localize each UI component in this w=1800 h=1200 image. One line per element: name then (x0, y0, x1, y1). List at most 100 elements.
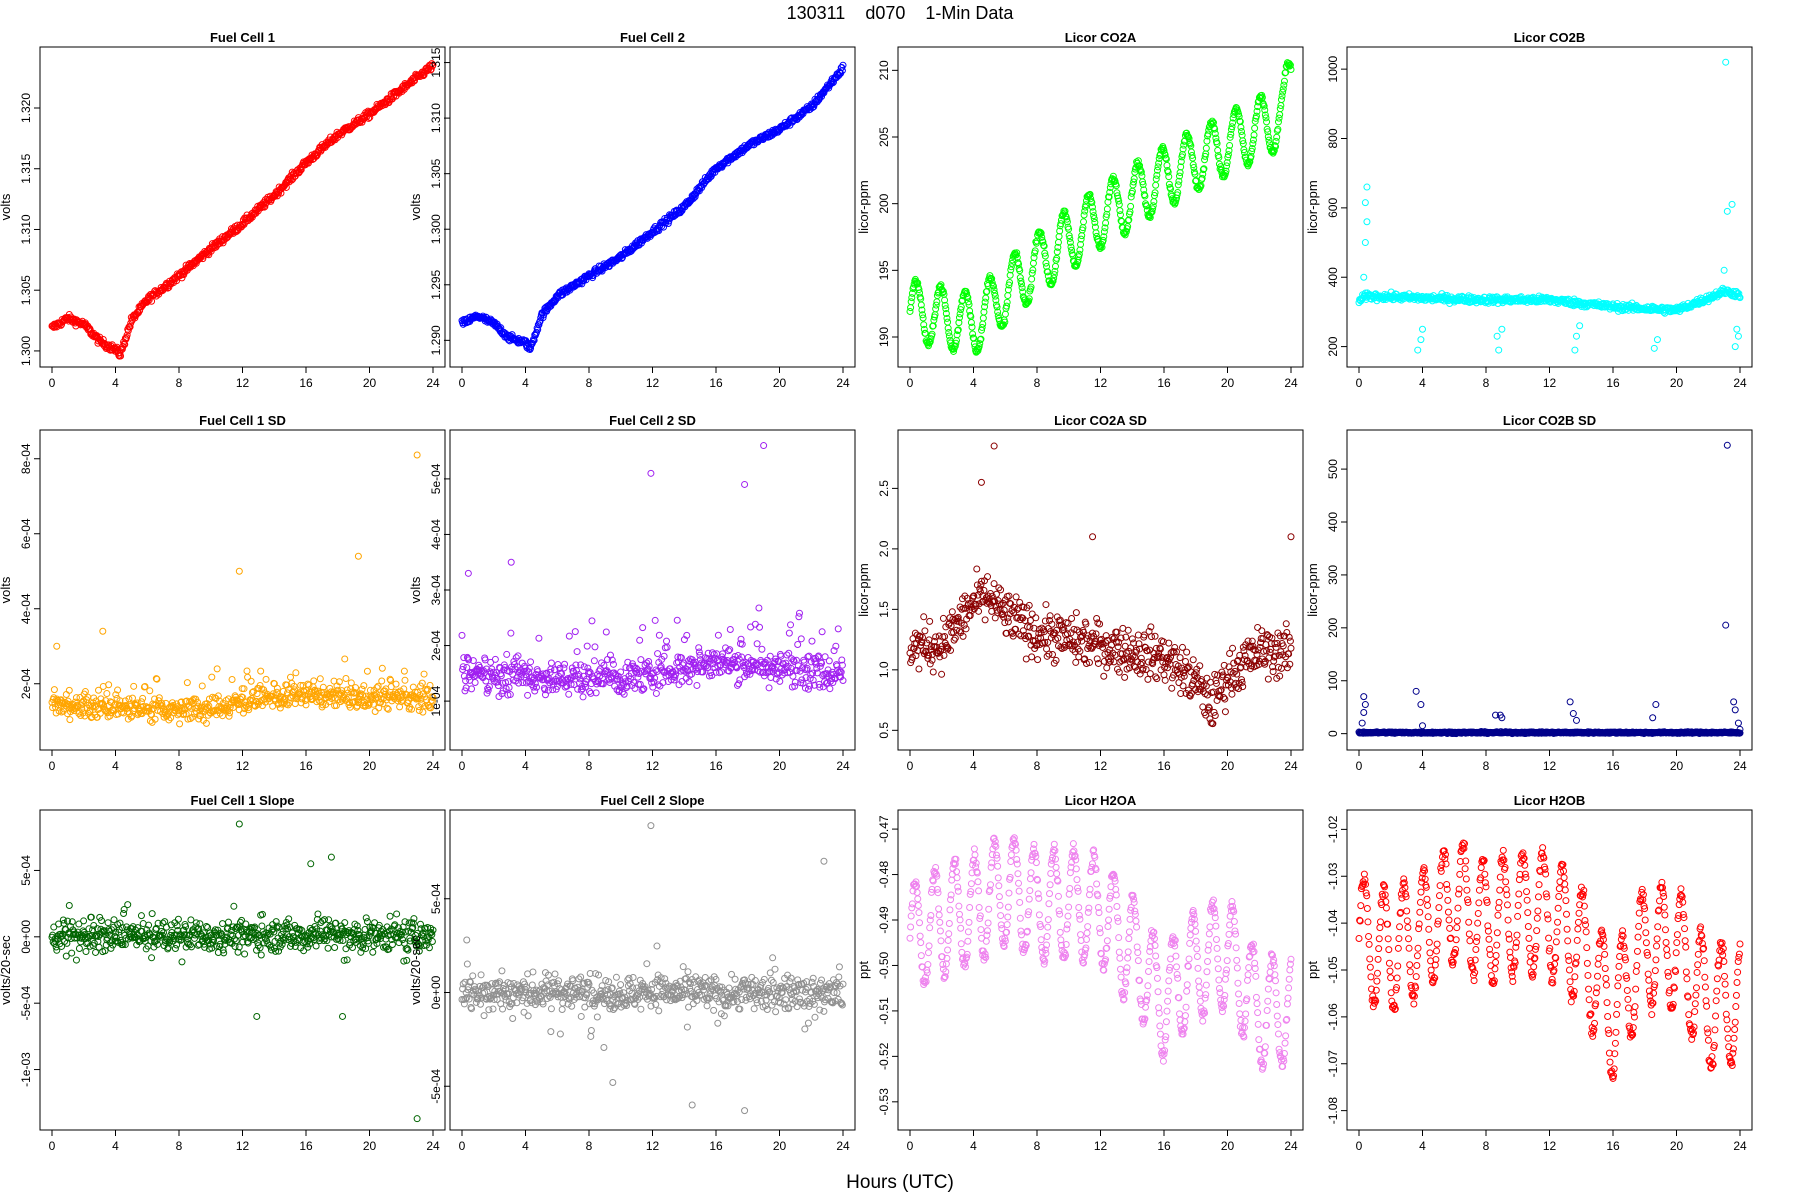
data-point (1004, 286, 1012, 294)
data-point (951, 634, 959, 642)
outlier-point (1723, 207, 1731, 215)
data-point (955, 314, 963, 322)
y-tick-label: 4e-04 (19, 593, 33, 624)
outlier-point (1419, 325, 1426, 333)
data-point (945, 332, 953, 340)
x-tick-label: 8 (1483, 376, 1490, 390)
data-point (1128, 635, 1136, 643)
y-tick-label: 500 (1326, 459, 1340, 479)
data-point (1254, 623, 1262, 631)
data-point (1116, 211, 1124, 219)
x-tick-label: 0 (49, 759, 56, 773)
outlier-point (1720, 266, 1728, 274)
data-point (1028, 275, 1036, 283)
data-point (1072, 609, 1080, 617)
data-point (1115, 201, 1123, 209)
data-point (565, 690, 573, 698)
chart-title: Licor CO2B SD (1503, 413, 1596, 428)
y-tick-label: 400 (1326, 512, 1340, 532)
x-tick-label: 24 (426, 376, 440, 390)
plot-frame (897, 46, 1304, 368)
outlier-point (1498, 325, 1506, 333)
data-point (951, 343, 959, 351)
x-tick-label: 0 (907, 376, 914, 390)
outlier-point (1571, 346, 1579, 354)
data-point (1015, 260, 1023, 268)
data-point (917, 301, 925, 309)
data-point (213, 665, 221, 673)
x-tick-label: 16 (709, 759, 723, 773)
data-point (977, 335, 985, 343)
chart-title: Fuel Cell 1 SD (199, 413, 286, 428)
data-point (86, 325, 94, 333)
x-tick-label: 8 (586, 759, 593, 773)
data-point (941, 296, 949, 304)
data-point (262, 675, 270, 683)
data-point (534, 326, 542, 334)
x-tick-label: 20 (363, 759, 377, 773)
data-point (673, 616, 681, 624)
data-point (1006, 271, 1014, 279)
x-tick-label: 4 (522, 376, 529, 390)
data-point (590, 657, 598, 665)
data-point (979, 314, 987, 322)
data-point (982, 294, 990, 302)
data-point (580, 663, 588, 671)
plot-frame (897, 429, 1304, 751)
data-point (1258, 627, 1266, 635)
plot-frame (1346, 429, 1753, 751)
data-point (938, 670, 946, 678)
data-point (838, 66, 846, 74)
data-point (1221, 708, 1229, 716)
x-tick-label: 4 (1419, 376, 1426, 390)
x-tick-label: 8 (176, 376, 183, 390)
plot-frame (1346, 46, 1753, 368)
y-tick-label: 1.290 (429, 325, 443, 355)
data-point (920, 321, 928, 329)
y-axis-label: volts (0, 576, 13, 603)
x-tick-label: 24 (1733, 759, 1747, 773)
data-point (1151, 632, 1159, 640)
data-point (955, 319, 963, 327)
data-point (62, 690, 70, 698)
x-tick-label: 4 (970, 759, 977, 773)
data-point (990, 286, 998, 294)
data-point (531, 687, 539, 695)
data-point (589, 272, 597, 280)
data-point (1078, 232, 1086, 240)
y-tick-label: 0.5 (877, 722, 891, 739)
data-point (1176, 169, 1184, 177)
data-point (1042, 601, 1050, 609)
data-point (609, 660, 617, 668)
outlier-point (413, 451, 421, 459)
y-tick-label: 2e-04 (429, 630, 443, 661)
data-point (366, 113, 374, 121)
data-point (818, 93, 826, 101)
data-point (794, 641, 802, 649)
x-tick-label: 8 (1034, 759, 1041, 773)
data-point (1179, 682, 1187, 690)
outlier-point (990, 442, 998, 450)
data-point (679, 205, 687, 213)
data-point (1072, 658, 1080, 666)
data-point (826, 685, 834, 693)
data-point (981, 303, 989, 311)
data-point (571, 628, 579, 636)
outlier-point (1417, 336, 1425, 344)
y-tick-label: 205 (877, 127, 891, 147)
data-point (654, 650, 662, 658)
x-tick-label: 12 (1543, 759, 1557, 773)
data-point (663, 637, 671, 645)
y-tick-label: 6e-04 (19, 518, 33, 549)
y-tick-label: 2.5 (877, 480, 891, 497)
data-point (1096, 620, 1104, 628)
data-point (655, 631, 663, 639)
data-point (1161, 676, 1169, 684)
data-point (1150, 198, 1158, 206)
data-point (937, 281, 945, 289)
outlier-point (1572, 332, 1580, 340)
y-tick-label: 200 (1326, 336, 1340, 356)
